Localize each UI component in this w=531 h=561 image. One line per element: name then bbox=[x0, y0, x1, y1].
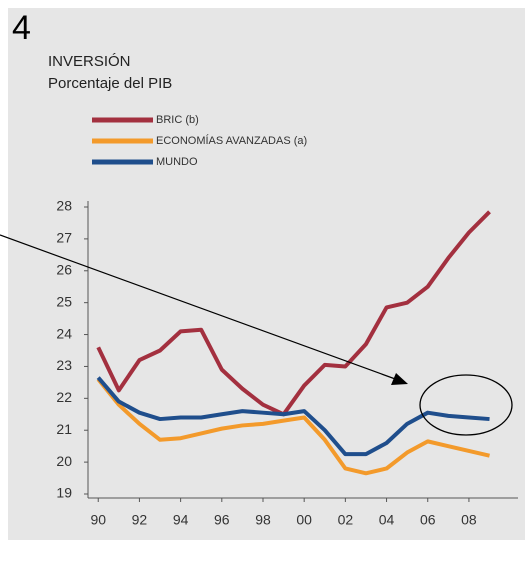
y-tick-label: 25 bbox=[56, 293, 72, 309]
x-tick-label: 02 bbox=[338, 512, 354, 528]
x-tick-label: 92 bbox=[132, 512, 148, 528]
chart-number: 4 bbox=[12, 9, 31, 47]
arrow-head bbox=[391, 373, 408, 385]
y-tick-label: 24 bbox=[56, 325, 72, 341]
y-tick-label: 21 bbox=[56, 421, 72, 437]
y-tick-label: 19 bbox=[56, 485, 72, 501]
y-tick-label: 22 bbox=[56, 389, 72, 405]
highlight-ellipse bbox=[419, 374, 513, 436]
legend-label: BRIC (b) bbox=[156, 114, 199, 126]
x-tick-label: 04 bbox=[379, 512, 395, 528]
arrow-line bbox=[0, 234, 399, 381]
plot: 19 20 21 22 23 24 25 26 27 28 90 92 94 96 98 00 02 04 06 08… bbox=[56, 114, 518, 528]
x-tick-label: 94 bbox=[173, 512, 189, 528]
series-line bbox=[96, 376, 490, 457]
y-tick-label: 28 bbox=[56, 198, 72, 214]
legend-label: MUNDO bbox=[156, 156, 198, 168]
series-line bbox=[96, 210, 491, 417]
x-tick-label: 98 bbox=[255, 512, 271, 528]
chart-title: INVERSIÓN bbox=[48, 53, 131, 70]
x-tick-label: 06 bbox=[420, 512, 436, 528]
series-line bbox=[96, 377, 490, 476]
x-tick-label: 00 bbox=[296, 512, 312, 528]
chart-subtitle: Porcentaje del PIB bbox=[48, 75, 172, 92]
y-tick-label: 23 bbox=[56, 357, 72, 373]
legend-label: ECONOMÍAS AVANZADAS (a) bbox=[156, 134, 307, 147]
y-tick-label: 27 bbox=[56, 230, 72, 246]
x-tick-label: 96 bbox=[214, 512, 230, 528]
x-tick-label: 08 bbox=[461, 512, 477, 528]
y-tick-label: 20 bbox=[56, 453, 72, 469]
x-tick-label: 90 bbox=[90, 512, 106, 528]
y-tick-label: 26 bbox=[56, 261, 72, 277]
